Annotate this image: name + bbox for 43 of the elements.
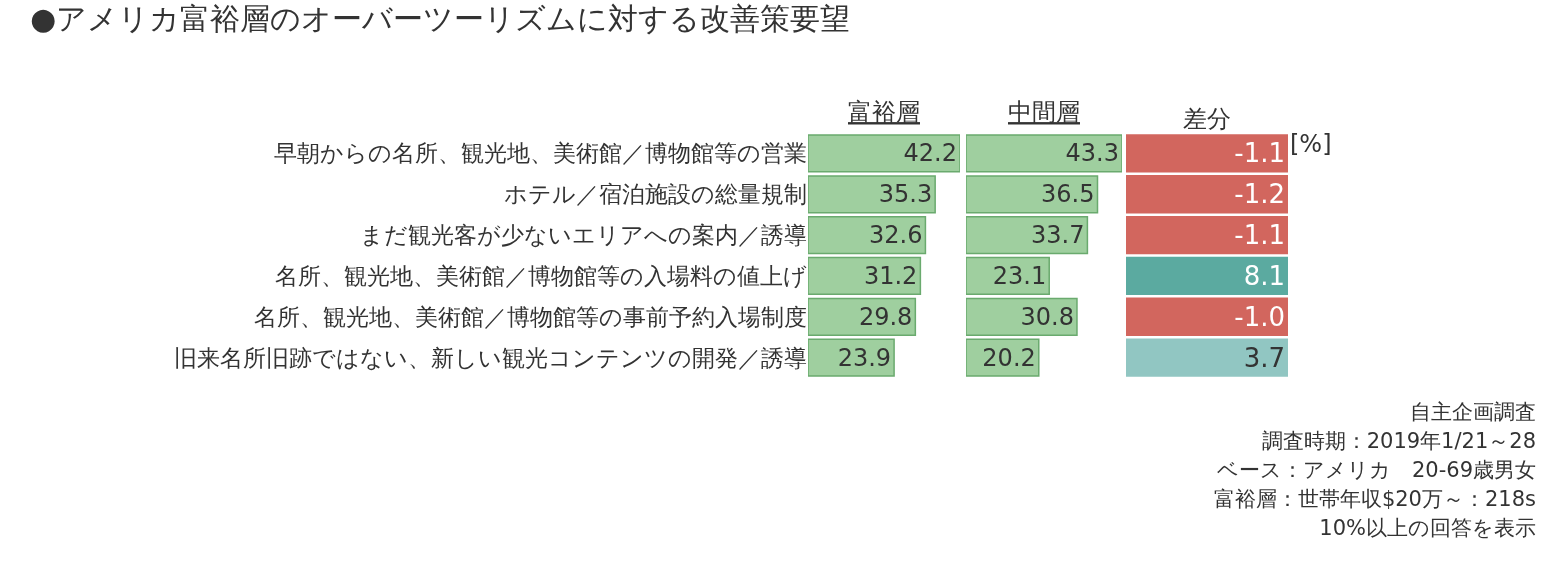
bar xyxy=(808,175,936,214)
bar xyxy=(808,215,927,255)
y-tick-label: 早朝からの名所、観光地、美術館／博物館等の営業 xyxy=(274,140,807,167)
data-label: 31.2 xyxy=(863,261,918,290)
data-label: -1.2 xyxy=(1234,179,1285,210)
x-axis-title: 中間層 xyxy=(1008,98,1080,127)
x-axis-title: 富裕層 xyxy=(848,98,920,127)
text: 自主企画調査 xyxy=(1409,399,1536,426)
data-label: 23.1 xyxy=(992,261,1047,290)
y-tick-label: 名所、観光地、美術館／博物館等の入場料の値上げ xyxy=(275,262,807,289)
data-label: 35.3 xyxy=(878,180,933,209)
data-label: 43.3 xyxy=(1065,139,1119,168)
data-label: 30.8 xyxy=(1020,302,1074,331)
text: ベース：アメリカ 20-69歳男女 xyxy=(1215,457,1536,484)
bar xyxy=(808,134,960,173)
y-tick-label: ホテル／宿泊施設の総量規制 xyxy=(504,181,807,208)
bar xyxy=(966,338,1040,377)
bar xyxy=(808,256,922,296)
bar xyxy=(966,134,1122,173)
y-tick-label: 名所、観光地、美術館／博物館等の事前予約入場制度 xyxy=(254,303,807,330)
text: 調査時期：2019年1/21～28 xyxy=(1260,428,1536,455)
data-label: 33.7 xyxy=(1030,221,1085,250)
y-tick-label: 旧来名所旧跡ではない、新しい観光コンテンツの開発／誘導 xyxy=(174,344,807,371)
text: ●アメリカ富裕層のオーバーツーリズムに対する改善策要望 xyxy=(30,1,851,37)
data-label: 32.6 xyxy=(868,221,923,250)
data-label: 42.2 xyxy=(903,139,957,168)
text: 10%以上の回答を表示 xyxy=(1318,515,1536,542)
data-label: -1.1 xyxy=(1234,138,1285,169)
x-tick-label: 差分 xyxy=(1183,105,1231,134)
data-label: -1.1 xyxy=(1234,220,1285,251)
bar xyxy=(966,175,1099,214)
data-label: 36.5 xyxy=(1041,180,1095,209)
data-label: 29.8 xyxy=(858,302,913,331)
bar xyxy=(966,215,1089,255)
data-label: 23.9 xyxy=(837,343,892,372)
text: [%] xyxy=(1290,130,1332,158)
data-label: 20.2 xyxy=(982,343,1036,372)
data-label: -1.0 xyxy=(1234,301,1285,332)
data-label: 3.7 xyxy=(1243,342,1285,373)
data-label: 8.1 xyxy=(1243,260,1285,291)
y-tick-label: まだ観光客が少ないエリアへの案内／誘導 xyxy=(360,222,807,249)
bar xyxy=(808,338,895,377)
text: 富裕層：世帯年収$20万～：218s xyxy=(1213,486,1536,513)
